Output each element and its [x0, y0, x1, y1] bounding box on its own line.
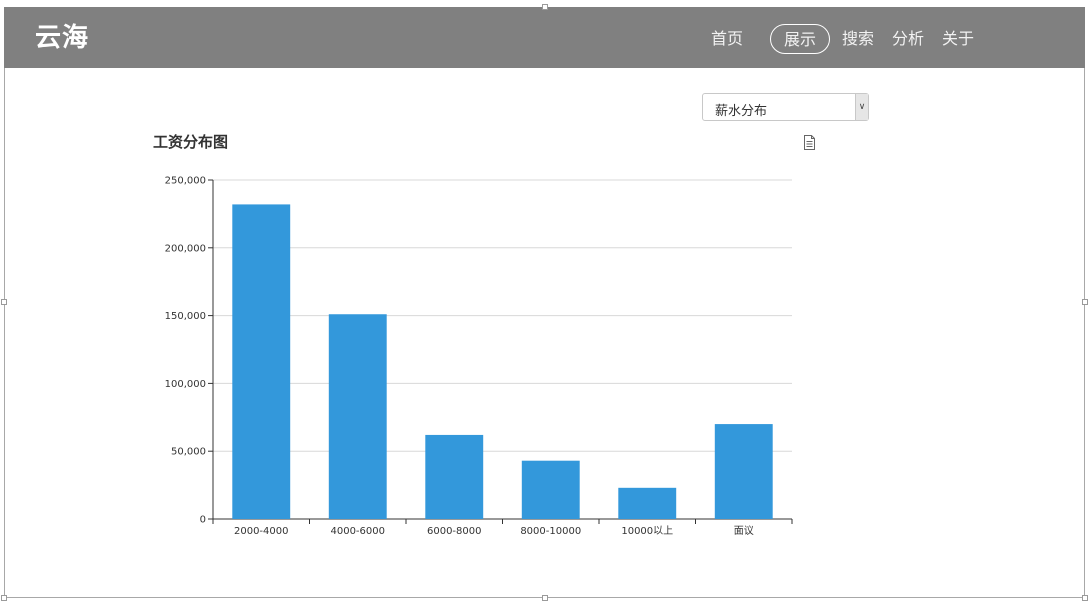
x-tick-label: 4000-6000 [330, 526, 385, 537]
y-tick-label: 200,000 [165, 243, 206, 254]
y-tick-label: 100,000 [165, 379, 206, 390]
chart-title: 工资分布图 [153, 133, 229, 151]
chart-type-select[interactable]: 薪水分布 ∨ [702, 93, 869, 121]
brand-logo[interactable]: 云海 [35, 23, 90, 53]
resize-handle-bottom-left[interactable] [1, 595, 7, 601]
resize-handle-top[interactable] [542, 4, 548, 10]
bar [521, 460, 580, 519]
x-tick-label: 面议 [734, 525, 754, 537]
bar [232, 204, 291, 519]
x-tick-label: 8000-10000 [520, 526, 581, 537]
document-icon[interactable] [803, 135, 816, 150]
resize-handle-bottom[interactable] [542, 595, 548, 601]
y-tick-label: 50,000 [171, 447, 206, 458]
x-tick-label: 6000-8000 [427, 526, 482, 537]
nav-item-analysis[interactable]: 分析 [891, 29, 924, 48]
x-tick-label: 2000-4000 [234, 526, 289, 537]
bar [618, 487, 677, 519]
nav-item-display[interactable]: 展示 [770, 24, 830, 54]
navbar: 云海 首页 展示 搜索 分析 关于 [4, 7, 1085, 68]
bar [425, 434, 484, 519]
chevron-down-icon[interactable]: ∨ [855, 94, 868, 120]
bar [714, 424, 773, 519]
resize-handle-left[interactable] [1, 299, 7, 305]
y-tick-label: 0 [200, 515, 206, 526]
resize-handle-right[interactable] [1082, 299, 1088, 305]
x-tick-label: 10000以上 [621, 525, 673, 537]
nav-item-about[interactable]: 关于 [941, 29, 974, 48]
y-tick-label: 150,000 [165, 311, 206, 322]
y-tick-label: 250,000 [165, 176, 206, 187]
chart-type-select-value: 薪水分布 [715, 104, 768, 119]
bar [328, 314, 387, 519]
resize-handle-bottom-right[interactable] [1082, 595, 1088, 601]
nav-item-home[interactable]: 首页 [710, 29, 743, 48]
nav-item-search[interactable]: 搜索 [841, 29, 874, 48]
